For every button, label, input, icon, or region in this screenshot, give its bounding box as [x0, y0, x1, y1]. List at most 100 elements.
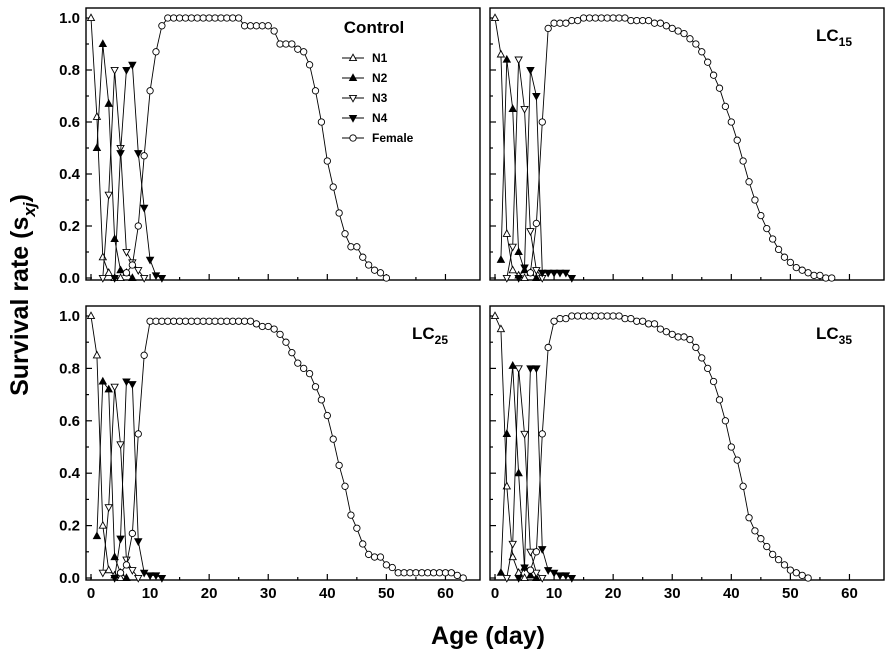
data-point-female [382, 274, 391, 282]
data-point-female [733, 456, 741, 464]
data-point-n1 [98, 252, 108, 261]
x-tick-label: 30 [664, 585, 681, 602]
data-point-female [739, 157, 747, 165]
data-point-female [822, 274, 830, 282]
data-point-n1 [116, 273, 125, 282]
data-point-female [152, 317, 160, 325]
data-point-female [193, 317, 201, 325]
data-point-n4 [526, 66, 535, 75]
data-point-female [538, 118, 546, 126]
data-point-n3 [104, 504, 113, 512]
data-point-female [585, 14, 594, 22]
data-point-female [704, 364, 712, 373]
data-point-female [217, 14, 225, 22]
y-axis-title-main: Survival rate (s [6, 217, 34, 396]
data-point-female [780, 561, 789, 569]
data-point-n4 [514, 274, 523, 283]
panel-2: LC15 [489, 7, 885, 283]
y-tick-label: 1.0 [59, 10, 80, 27]
data-point-female [341, 482, 349, 490]
panel-title-main: LC [816, 324, 839, 343]
series-line-female [126, 17, 387, 279]
data-point-female [223, 317, 231, 325]
data-point-female [562, 314, 570, 323]
data-point-n3 [98, 274, 108, 283]
data-point-n1 [98, 520, 108, 529]
data-point-female [633, 317, 641, 325]
data-point-female [786, 566, 795, 574]
panel-title: LC25 [412, 324, 448, 347]
data-point-n3 [134, 574, 143, 583]
data-point-female [774, 245, 783, 254]
data-point-female [294, 45, 302, 53]
data-point-female [804, 269, 812, 277]
data-point-female [650, 320, 659, 328]
data-point-female [769, 235, 777, 243]
data-point-female [252, 320, 261, 328]
data-point-female [388, 563, 396, 572]
data-point-n4 [520, 264, 529, 273]
data-point-n4 [514, 574, 523, 583]
series-line-female [120, 320, 464, 579]
data-point-female [568, 16, 576, 25]
data-point-n1 [86, 13, 96, 22]
data-point-n3 [98, 569, 108, 578]
data-point-n1 [496, 49, 506, 58]
data-point-female [217, 317, 225, 325]
data-point-female [556, 314, 564, 323]
y-tick-label: 0.4 [59, 465, 81, 482]
data-point-female [459, 574, 467, 582]
legend-marker-n2 [348, 73, 358, 82]
x-tick-label: 60 [841, 585, 858, 602]
series-female [526, 312, 812, 582]
x-tick-label: 0 [87, 585, 95, 602]
data-point-female [441, 569, 450, 577]
data-point-n4 [532, 92, 541, 101]
data-point-n2 [514, 468, 523, 477]
data-point-n2 [502, 429, 512, 437]
data-point-female [597, 312, 605, 320]
data-point-female [170, 317, 178, 325]
data-point-female [656, 325, 665, 333]
data-point-female [751, 196, 759, 204]
data-point-n3 [116, 441, 125, 450]
data-point-female [453, 571, 461, 580]
data-point-female [400, 569, 408, 577]
data-point-female [152, 48, 160, 56]
data-point-female [828, 274, 836, 282]
data-point-n1 [490, 311, 500, 320]
data-point-female [288, 349, 296, 357]
data-point-female [804, 574, 812, 582]
data-point-n4 [128, 61, 137, 70]
data-point-female [751, 527, 759, 535]
data-point-n4 [151, 272, 161, 281]
data-point-female [223, 14, 231, 22]
data-point-n3 [128, 567, 137, 575]
data-point-n4 [110, 574, 119, 583]
y-tick-label: 1.0 [59, 308, 80, 325]
data-point-female [359, 540, 367, 548]
panel-4: 0 10 20 30 40 50 60 LC35 [489, 305, 885, 602]
x-tick-label: 40 [723, 585, 740, 602]
data-point-female [158, 317, 166, 325]
data-point-female [692, 40, 700, 48]
series-n4 [110, 61, 167, 283]
series-n1 [490, 311, 529, 582]
data-point-female [418, 569, 426, 577]
data-point-female [187, 14, 196, 22]
data-point-female [615, 312, 623, 320]
data-point-n4 [139, 569, 149, 578]
data-point-female [353, 243, 361, 251]
data-point-female [698, 48, 706, 56]
series-n4 [514, 66, 577, 283]
data-point-female [709, 71, 718, 79]
data-point-female [526, 269, 535, 277]
data-point-n4 [555, 269, 565, 278]
data-point-female [627, 314, 635, 323]
data-point-female [264, 322, 272, 331]
data-point-n1 [86, 311, 96, 320]
panel-title-sub: 35 [839, 333, 853, 347]
data-point-n3 [526, 548, 535, 557]
data-point-n2 [526, 570, 535, 579]
data-point-female [282, 338, 290, 346]
